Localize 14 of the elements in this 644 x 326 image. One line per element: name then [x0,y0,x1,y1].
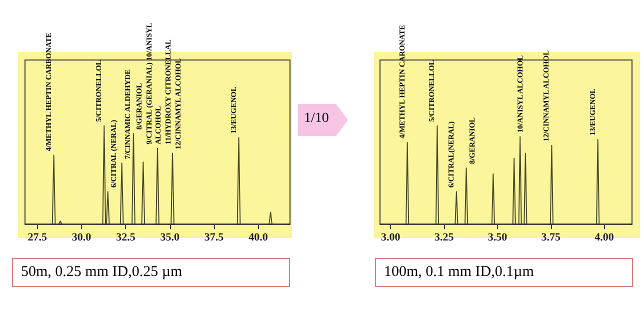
x-tick-label: 32.5 [116,232,136,244]
x-tick-label: 30.0 [72,232,92,244]
x-tick-label: 3.25 [434,232,454,244]
text: 1/10 [304,111,329,127]
x-tick-label: 3.50 [488,232,508,244]
text: 50m, 0.25 mm ID,0.25 µm [12,258,290,287]
x-tick-label: 37.5 [204,232,224,244]
x-tick-label: 35.0 [160,232,180,244]
x-tick-label: 27.5 [28,232,48,244]
text: 100m, 0.1 mm ID,0.1µm [375,258,633,287]
x-tick-label: 4.00 [594,232,614,244]
x-tick-label: 40.0 [248,232,268,244]
x-tick-label: 3.00 [381,232,401,244]
x-tick-label: 3.75 [541,232,561,244]
